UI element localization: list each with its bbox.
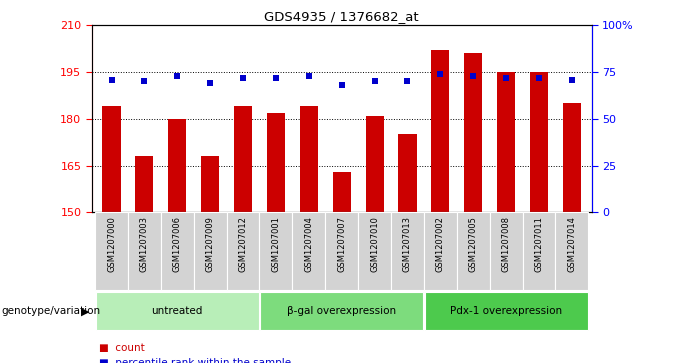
- Bar: [234, 106, 252, 212]
- FancyBboxPatch shape: [292, 212, 325, 290]
- Bar: [464, 53, 482, 212]
- Bar: [168, 119, 186, 212]
- FancyBboxPatch shape: [358, 212, 391, 290]
- Text: GSM1207014: GSM1207014: [567, 216, 577, 272]
- Bar: [366, 116, 384, 212]
- Point: [566, 77, 577, 82]
- Bar: [431, 50, 449, 212]
- FancyBboxPatch shape: [260, 293, 423, 330]
- Text: GSM1207002: GSM1207002: [436, 216, 445, 272]
- FancyBboxPatch shape: [95, 212, 128, 290]
- Text: GSM1207010: GSM1207010: [370, 216, 379, 272]
- FancyBboxPatch shape: [424, 293, 588, 330]
- Bar: [530, 72, 548, 212]
- Point: [468, 73, 479, 79]
- Title: GDS4935 / 1376682_at: GDS4935 / 1376682_at: [265, 10, 419, 23]
- FancyBboxPatch shape: [161, 212, 194, 290]
- FancyBboxPatch shape: [522, 212, 556, 290]
- Text: GSM1207011: GSM1207011: [534, 216, 543, 272]
- Point: [500, 75, 511, 81]
- Text: β-gal overexpression: β-gal overexpression: [287, 306, 396, 316]
- Point: [172, 73, 183, 79]
- FancyBboxPatch shape: [391, 212, 424, 290]
- Point: [205, 81, 216, 86]
- Text: GSM1207004: GSM1207004: [305, 216, 313, 272]
- Bar: [300, 106, 318, 212]
- Text: genotype/variation: genotype/variation: [1, 306, 101, 316]
- Point: [106, 77, 117, 82]
- Point: [139, 78, 150, 84]
- Text: ■  percentile rank within the sample: ■ percentile rank within the sample: [99, 358, 291, 363]
- Text: untreated: untreated: [152, 306, 203, 316]
- Text: GSM1207009: GSM1207009: [205, 216, 215, 272]
- Point: [336, 82, 347, 88]
- Text: GSM1207008: GSM1207008: [502, 216, 511, 272]
- Text: ■  count: ■ count: [99, 343, 144, 354]
- Point: [303, 73, 314, 79]
- Text: GSM1207012: GSM1207012: [239, 216, 248, 272]
- Bar: [333, 172, 351, 212]
- Bar: [563, 103, 581, 212]
- Bar: [201, 156, 219, 212]
- FancyBboxPatch shape: [226, 212, 260, 290]
- FancyBboxPatch shape: [96, 293, 259, 330]
- Bar: [103, 106, 120, 212]
- Point: [534, 75, 545, 81]
- FancyBboxPatch shape: [424, 212, 457, 290]
- Text: GSM1207000: GSM1207000: [107, 216, 116, 272]
- Text: GSM1207003: GSM1207003: [140, 216, 149, 272]
- FancyBboxPatch shape: [194, 212, 226, 290]
- Text: ▶: ▶: [81, 306, 89, 316]
- Point: [402, 78, 413, 84]
- Text: GSM1207005: GSM1207005: [469, 216, 478, 272]
- Bar: [135, 156, 154, 212]
- Bar: [398, 134, 417, 212]
- Bar: [497, 72, 515, 212]
- FancyBboxPatch shape: [128, 212, 161, 290]
- Point: [271, 75, 282, 81]
- Text: GSM1207013: GSM1207013: [403, 216, 412, 272]
- Point: [369, 78, 380, 84]
- FancyBboxPatch shape: [325, 212, 358, 290]
- Bar: [267, 113, 285, 212]
- Point: [435, 71, 446, 77]
- Text: GSM1207007: GSM1207007: [337, 216, 346, 272]
- FancyBboxPatch shape: [556, 212, 588, 290]
- FancyBboxPatch shape: [457, 212, 490, 290]
- FancyBboxPatch shape: [490, 212, 522, 290]
- Text: GSM1207006: GSM1207006: [173, 216, 182, 272]
- Text: GSM1207001: GSM1207001: [271, 216, 280, 272]
- Text: Pdx-1 overexpression: Pdx-1 overexpression: [450, 306, 562, 316]
- Point: [237, 75, 248, 81]
- FancyBboxPatch shape: [260, 212, 292, 290]
